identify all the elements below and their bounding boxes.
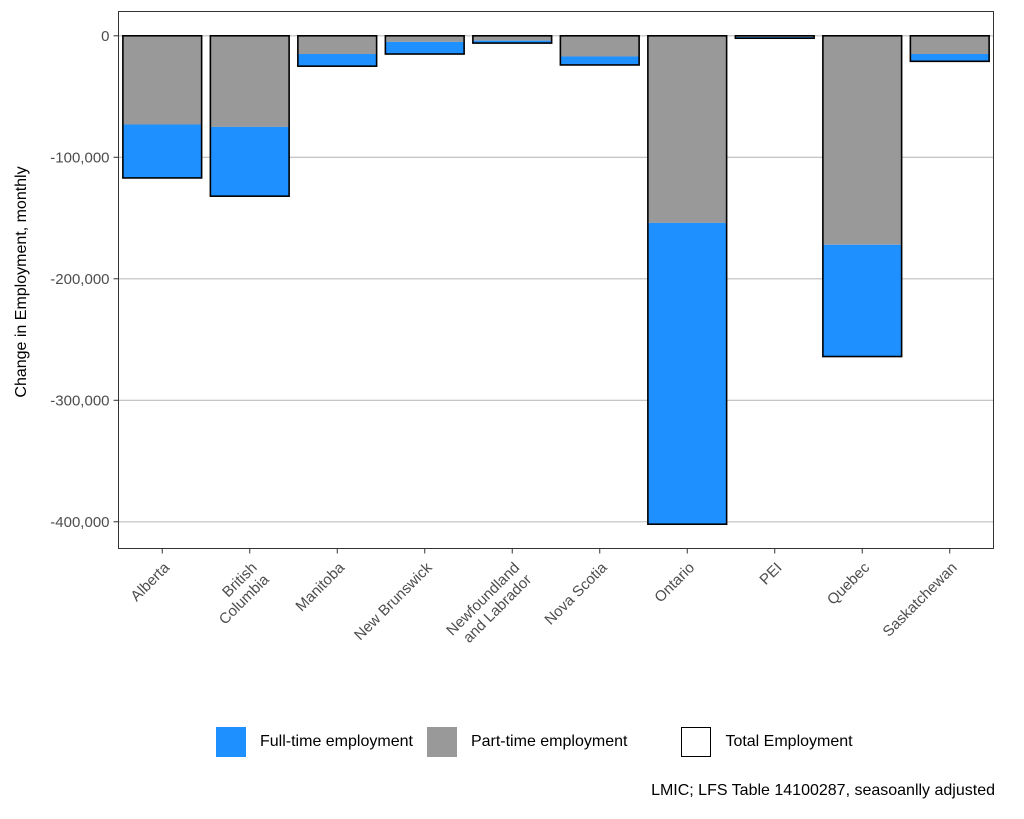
bar-part-time-employment-british-columbia <box>210 35 290 127</box>
bar-full-time-employment-new-brunswick <box>385 41 465 55</box>
bar-part-time-employment-new-brunswick <box>385 35 465 42</box>
bar-total-pei <box>734 34 815 40</box>
bar-total-manitoba <box>297 34 378 67</box>
bar-total-nova-scotia <box>559 34 640 66</box>
legend-item-total: Total Employment <box>681 727 853 757</box>
bar-total-new-brunswick <box>384 34 465 55</box>
x-tick-label-quebec: Quebec <box>824 559 874 609</box>
legend-swatch-total <box>681 727 712 757</box>
x-tick-label-new-brunswick: New Brunswick <box>351 559 436 644</box>
y-axis-title: Change in Employment, monthly <box>13 166 30 397</box>
x-tick-label-pei: PEI <box>756 559 785 588</box>
bar-full-time-employment-alberta <box>122 124 202 178</box>
bar-part-time-employment-newfoundland-and-labrador <box>472 35 552 41</box>
bar-part-time-employment-saskatchewan <box>910 35 990 55</box>
y-axis: 0 -100,000 -200,000 -300,000 -400,000 <box>50 28 119 531</box>
chart-caption: LMIC; LFS Table 14100287, seasoanlly adj… <box>651 782 995 799</box>
x-axis: Alberta BritishColumbia Manitoba New Brunsw… <box>127 548 961 651</box>
x-tick-label-saskatchewan: Saskatchewan <box>880 559 961 640</box>
x-tick-label-ontario: Ontario <box>651 559 698 606</box>
bar-total-british-columbia <box>209 34 290 197</box>
bar-full-time-employment-nova-scotia <box>560 56 640 65</box>
bar-full-time-employment-manitoba <box>297 54 377 67</box>
x-tick-label-british-columbia: BritishColumbia <box>204 559 273 628</box>
legend-label-part-time: Part-time employment <box>470 733 628 750</box>
x-tick-label-newfoundland-and-labrador: Newfoundlandand Labrador <box>443 559 535 651</box>
bar-full-time-employment-british-columbia <box>210 126 290 197</box>
x-tick-label-nova-scotia: Nova Scotia <box>541 559 611 629</box>
bar-total-alberta <box>122 34 203 179</box>
legend-item-full-time: Full-time employment <box>216 727 413 757</box>
bar-full-time-employment-newfoundland-and-labrador <box>472 40 552 44</box>
bar-total-saskatchewan <box>909 34 990 63</box>
legend-item-part-time: Part-time employment <box>426 727 628 757</box>
x-tick-label-alberta: Alberta <box>127 559 173 605</box>
legend: Full-time employment Part-time employmen… <box>216 727 867 757</box>
bar-total-newfoundland-and-labrador <box>472 34 553 44</box>
y-tick-label: 0 <box>101 28 109 45</box>
bar-part-time-employment-alberta <box>122 35 202 125</box>
bar-full-time-employment-quebec <box>822 244 902 357</box>
y-tick-label: -200,000 <box>50 271 109 288</box>
y-tick-label: -100,000 <box>50 149 109 166</box>
bar-total-quebec <box>822 34 903 358</box>
legend-swatch-full-time <box>216 727 246 757</box>
y-tick-label: -300,000 <box>50 392 109 409</box>
x-tick-label-manitoba: Manitoba <box>292 559 348 615</box>
bar-full-time-employment-saskatchewan <box>910 54 990 62</box>
legend-swatch-part-time <box>426 727 457 757</box>
bars <box>122 34 990 526</box>
bar-part-time-employment-ontario <box>647 35 727 223</box>
bar-part-time-employment-nova-scotia <box>560 35 640 57</box>
bar-part-time-employment-manitoba <box>297 35 377 55</box>
plot-panel-border <box>118 11 994 549</box>
bar-part-time-employment-quebec <box>822 35 902 245</box>
bar-full-time-employment-ontario <box>647 222 727 525</box>
bar-total-ontario <box>647 34 728 526</box>
legend-label-total: Total Employment <box>725 733 853 750</box>
y-tick-label: -400,000 <box>50 514 109 531</box>
legend-label-full-time: Full-time employment <box>260 733 413 750</box>
